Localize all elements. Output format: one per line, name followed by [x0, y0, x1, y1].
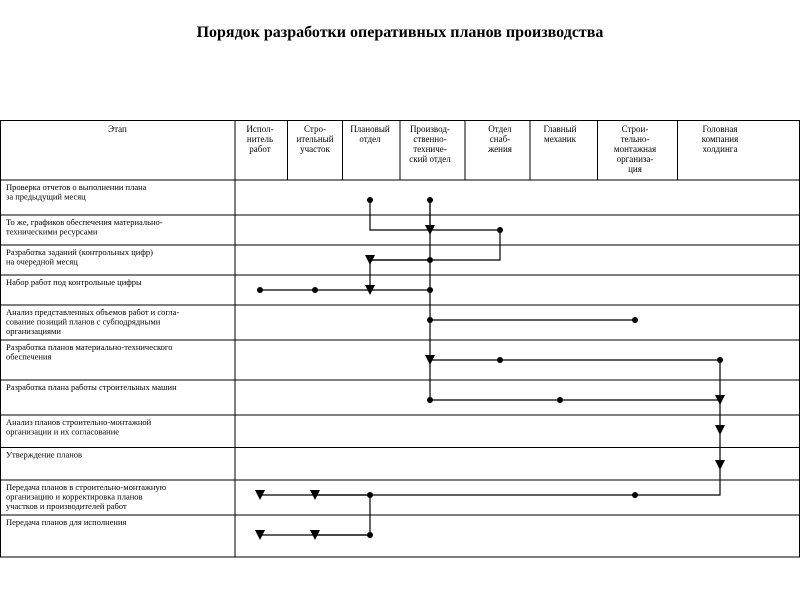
column-header: ительный — [296, 134, 333, 144]
stage-label: на очередной месяц — [6, 257, 78, 267]
column-header: техниче- — [413, 144, 446, 154]
column-header: ственно- — [413, 134, 446, 144]
column-header: тельно- — [621, 134, 650, 144]
flow-node — [367, 197, 373, 203]
stage-label: сование позиций планов с субподрядными — [6, 317, 161, 327]
column-header: компания — [702, 134, 739, 144]
column-header: участок — [300, 144, 330, 154]
stage-label: техническими ресурсами — [6, 227, 98, 237]
column-header: ция — [628, 164, 642, 174]
column-header: механик — [544, 134, 577, 144]
stage-label: организацию и корректировка планов — [6, 492, 143, 502]
column-header: Отдел — [488, 124, 512, 134]
stage-label: за предыдущий месяц — [6, 192, 86, 202]
flow-node — [427, 317, 433, 323]
stage-label: Утверждение планов — [6, 450, 82, 460]
flow-node — [367, 492, 373, 498]
column-header: отдел — [359, 134, 381, 144]
stage-label: Проверка отчетов о выполнении плана — [6, 182, 147, 192]
stage-label: Передача планов для исполнения — [6, 517, 127, 527]
flow-node — [632, 492, 638, 498]
process-diagram: Этап Испол-нительработ Стро-ительныйучасто… — [0, 120, 800, 560]
flow-node — [312, 287, 318, 293]
column-header: Плановый — [350, 124, 390, 134]
flow-node — [257, 287, 263, 293]
column-header: жения — [487, 144, 512, 154]
flow-node — [557, 397, 563, 403]
column-header: ский отдел — [409, 154, 451, 164]
column-header: монтажная — [614, 144, 656, 154]
column-header: Головная — [703, 124, 738, 134]
column-header: Производ- — [410, 124, 450, 134]
column-header: Главный — [544, 124, 577, 134]
column-header: Стро- — [304, 124, 326, 134]
column-header: Этап — [108, 124, 127, 134]
page-title: Порядок разработки оперативных планов пр… — [0, 0, 800, 52]
flow-node — [427, 197, 433, 203]
column-header: работ — [249, 144, 270, 154]
stage-label: Разработка планов материально-техническо… — [6, 342, 172, 352]
flow-node — [427, 397, 433, 403]
column-header: организа- — [617, 154, 654, 164]
stage-label: Анализ представленных объемов работ и со… — [6, 307, 179, 317]
column-header: нитель — [247, 134, 273, 144]
stage-label: Разработка заданий (контрольных цифр) — [6, 247, 153, 257]
flow-node — [632, 317, 638, 323]
stage-label: обеспечения — [6, 352, 51, 362]
stage-label: Разработка плана работы строительных маш… — [6, 382, 177, 392]
flow-node — [427, 257, 433, 263]
stage-label: организации и их согласование — [6, 427, 119, 437]
diagram-svg: Этап Испол-нительработ Стро-ительныйучасто… — [0, 120, 800, 560]
flow-node — [367, 532, 373, 538]
stage-label: Анализ планов строительно-монтажной — [6, 417, 152, 427]
column-header: Испол- — [246, 124, 273, 134]
flow-node — [497, 227, 503, 233]
flow-arrow — [715, 460, 725, 470]
flow-node — [497, 357, 503, 363]
column-header: Строи- — [622, 124, 649, 134]
stage-label: То же, графиков обеспечения материально- — [6, 217, 163, 227]
flow-node — [717, 357, 723, 363]
flow-arrow — [715, 425, 725, 435]
column-header: холдинга — [703, 144, 738, 154]
stage-label: Передача планов в строительно-монтажную — [6, 482, 167, 492]
stage-label: организациями — [6, 326, 61, 336]
flow-node — [427, 287, 433, 293]
column-header: снаб- — [490, 134, 510, 144]
stage-label: Набор работ под контрольные цифры — [6, 277, 142, 287]
stage-label: участков и производителей работ — [6, 501, 127, 511]
